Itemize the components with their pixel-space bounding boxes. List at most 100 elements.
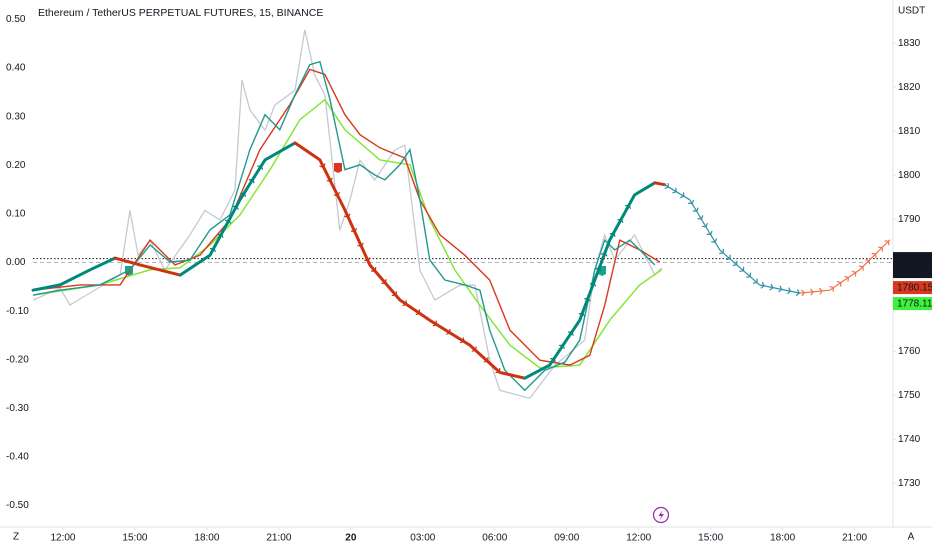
- scale-button[interactable]: Z: [13, 532, 19, 543]
- trend-chevron: [232, 205, 239, 210]
- trend-chevron: [851, 270, 857, 277]
- x-tick-label: 15:00: [122, 533, 147, 544]
- y-tick-label: -0.10: [6, 306, 29, 317]
- y2-tick-label: 1760: [898, 346, 921, 357]
- y-tick-label: 0.00: [6, 257, 26, 268]
- trend-chevron: [550, 357, 556, 363]
- trend-chevron: [357, 242, 364, 248]
- trend-chevron: [381, 279, 387, 284]
- y-tick-label: 0.10: [6, 209, 26, 220]
- x-tick-label: 09:00: [554, 533, 579, 544]
- trend-chevron: [432, 320, 438, 327]
- trend-chevron: [760, 281, 765, 289]
- trend-line: [523, 181, 657, 380]
- trend-chevron: [363, 257, 371, 262]
- y-tick-label: -0.30: [6, 403, 29, 414]
- trend-chevron: [589, 282, 597, 287]
- trend-line: [31, 256, 117, 292]
- y2-axis-label: USDT: [898, 6, 925, 17]
- trend-chevron: [865, 259, 871, 265]
- trend-chevron: [559, 344, 565, 350]
- x-tick-label: 21:00: [842, 533, 867, 544]
- trend-chevron: [609, 232, 616, 238]
- trend-chevron: [578, 312, 586, 317]
- x-tick-label: 18:00: [770, 533, 795, 544]
- trend-chevron: [459, 337, 465, 344]
- price-label: 1780.15: [897, 283, 932, 294]
- chart-title: Ethereum / TetherUS PERPETUAL FUTURES, 1…: [38, 7, 323, 19]
- trend-chevron: [333, 191, 340, 197]
- trend-chevron: [844, 275, 849, 282]
- trend-chevron: [818, 287, 823, 295]
- trend-chevron: [692, 207, 699, 213]
- trend-chevron: [752, 278, 758, 284]
- trend-chevron: [688, 199, 695, 205]
- trend-chevron: [319, 163, 326, 168]
- trend-chevron: [746, 272, 752, 278]
- trend-chevron: [257, 165, 264, 170]
- trend-chevron: [800, 289, 805, 297]
- trend-chevron: [370, 266, 377, 272]
- price-label-box: [893, 252, 932, 279]
- forecast-line: [799, 239, 891, 294]
- trend-chevron: [617, 218, 624, 224]
- y-tick-label: -0.20: [6, 354, 29, 365]
- trend-line: [293, 141, 527, 380]
- trend-chevron: [829, 285, 835, 292]
- y-tick-label: 0.50: [6, 14, 26, 25]
- series-line: [32, 68, 661, 366]
- auto-button[interactable]: A: [908, 532, 915, 543]
- trend-chevron: [672, 187, 677, 194]
- trend-chevron: [787, 287, 792, 295]
- series-line: [32, 60, 656, 392]
- trend-chevron: [402, 300, 408, 307]
- y-tick-label: -0.40: [6, 452, 29, 463]
- trend-chevron: [664, 182, 670, 190]
- event-bolt[interactable]: [658, 510, 665, 521]
- trend-chevron: [217, 233, 224, 239]
- trend-chevron: [415, 309, 421, 316]
- trend-chevron: [706, 230, 713, 236]
- y2-tick-label: 1800: [898, 170, 921, 181]
- trend-chevron: [225, 219, 232, 224]
- trend-chevron: [248, 178, 255, 184]
- trend-chevron: [240, 192, 247, 197]
- trend-chevron: [858, 265, 864, 271]
- trend-line: [113, 256, 182, 277]
- trend-chevron: [732, 260, 738, 267]
- trend-chevron: [344, 213, 351, 218]
- trend-chevron: [446, 328, 451, 335]
- price-label-box: [893, 297, 932, 311]
- trend-chevron: [697, 215, 704, 220]
- trend-chevron: [725, 254, 731, 261]
- price-label-box: [893, 281, 932, 295]
- x-tick-label: 21:00: [266, 533, 291, 544]
- trend-chevron: [679, 192, 685, 199]
- trend-chevron: [739, 266, 745, 272]
- trend-chevron: [836, 280, 842, 287]
- trend-chevron: [719, 248, 724, 255]
- trend-chevron: [600, 252, 608, 257]
- trend-chevron: [326, 177, 333, 183]
- y-tick-label: -0.50: [6, 500, 29, 511]
- price-countdown: 04:17: [897, 266, 922, 277]
- y2-tick-label: 1790: [898, 214, 921, 225]
- y2-tick-label: 1830: [898, 38, 921, 49]
- trend-chevron: [483, 357, 489, 363]
- y2-tick-label: 1730: [898, 478, 921, 489]
- trend-line: [653, 181, 667, 187]
- trend-chevron: [567, 331, 574, 336]
- x-tick-label: 06:00: [482, 533, 507, 544]
- price-label: 1778.11: [897, 299, 932, 310]
- trend-chevron: [711, 238, 718, 243]
- trend-chevron: [209, 247, 216, 253]
- x-tick-label: 03:00: [410, 533, 435, 544]
- trend-chevron: [495, 367, 501, 374]
- trend-chevron: [871, 252, 877, 259]
- trend-chevron: [701, 222, 708, 228]
- lightning-icon[interactable]: [652, 506, 670, 524]
- trend-chevron: [471, 346, 477, 352]
